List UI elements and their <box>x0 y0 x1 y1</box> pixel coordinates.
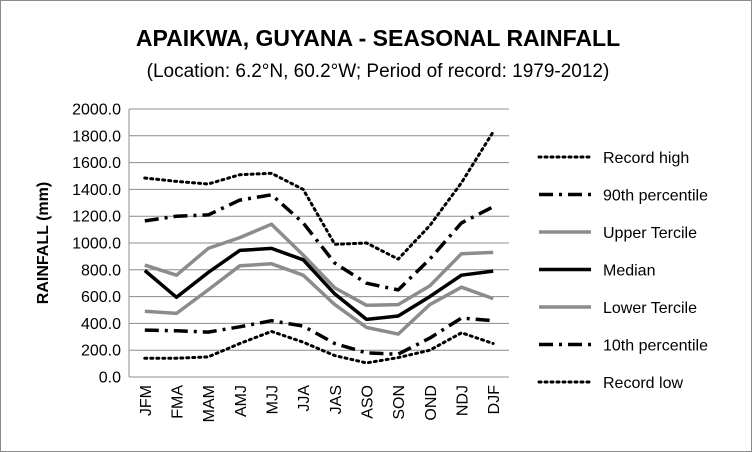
legend-label: Record low <box>603 375 683 392</box>
series-lines <box>143 130 495 365</box>
x-tick-label: AMJ <box>233 385 250 417</box>
series-line-lower-tercile <box>144 262 494 336</box>
x-tick-label: JAS <box>328 385 345 414</box>
y-tick-label: 600.0 <box>81 289 121 306</box>
y-tick-label: 1600.0 <box>72 155 121 172</box>
series-line-10th-percentile <box>144 316 494 356</box>
series-line-record-high <box>143 130 495 261</box>
x-tick-label: ASO <box>360 385 377 419</box>
x-tick-label: MJJ <box>265 385 282 414</box>
y-tick-label: 1800.0 <box>72 128 121 145</box>
x-tick-label: DJF <box>486 385 503 415</box>
y-tick-label: 0.0 <box>99 370 121 387</box>
chart-subtitle: (Location: 6.2°N, 60.2°W; Period of reco… <box>147 61 610 82</box>
legend-label: 10th percentile <box>603 338 708 355</box>
chart-title: APAIKWA, GUYANA - SEASONAL RAINFALL <box>136 25 620 51</box>
y-tick-labels: 0.0 200.0 400.0 600.0 800.0 1000.0 1200.0 1400.… <box>72 102 121 387</box>
x-tick-label: JJA <box>296 385 313 412</box>
series-line-median <box>143 246 494 322</box>
legend-label: Record high <box>603 150 689 167</box>
y-axis-title: RAINFALL (mm) <box>35 182 52 304</box>
series-line-90th-percentile <box>144 193 494 292</box>
x-tick-label: OND <box>423 385 440 421</box>
x-tick-label: SON <box>391 385 408 420</box>
gridlines <box>128 108 509 378</box>
x-tick-label: JFM <box>138 385 155 416</box>
y-tick-label: 1000.0 <box>72 236 121 253</box>
y-tick-label: 200.0 <box>81 343 121 360</box>
legend-label: 90th percentile <box>603 188 708 205</box>
y-tick-label: 1400.0 <box>72 182 121 199</box>
y-tick-label: 2000.0 <box>72 102 121 119</box>
x-tick-label: MAM <box>201 385 218 422</box>
y-tick-label: 1200.0 <box>72 209 121 226</box>
y-tick-label: 400.0 <box>81 316 121 333</box>
series-line-record-low <box>143 329 495 365</box>
legend-label: Upper Tercile <box>603 225 697 242</box>
x-tick-label: NDJ <box>455 385 472 416</box>
y-tick-label: 800.0 <box>81 262 121 279</box>
legend: Record high 90th percentile Upper Tercile M… <box>537 150 708 392</box>
legend-label: Median <box>603 263 655 280</box>
x-tick-labels: JFM FMA MAM AMJ MJJ JJA JAS ASO SON OND NDJ DJF <box>138 385 503 423</box>
legend-label: Lower Tercile <box>603 300 697 317</box>
x-tick-label: FMA <box>170 385 187 419</box>
series-line-upper-tercile <box>144 222 494 308</box>
